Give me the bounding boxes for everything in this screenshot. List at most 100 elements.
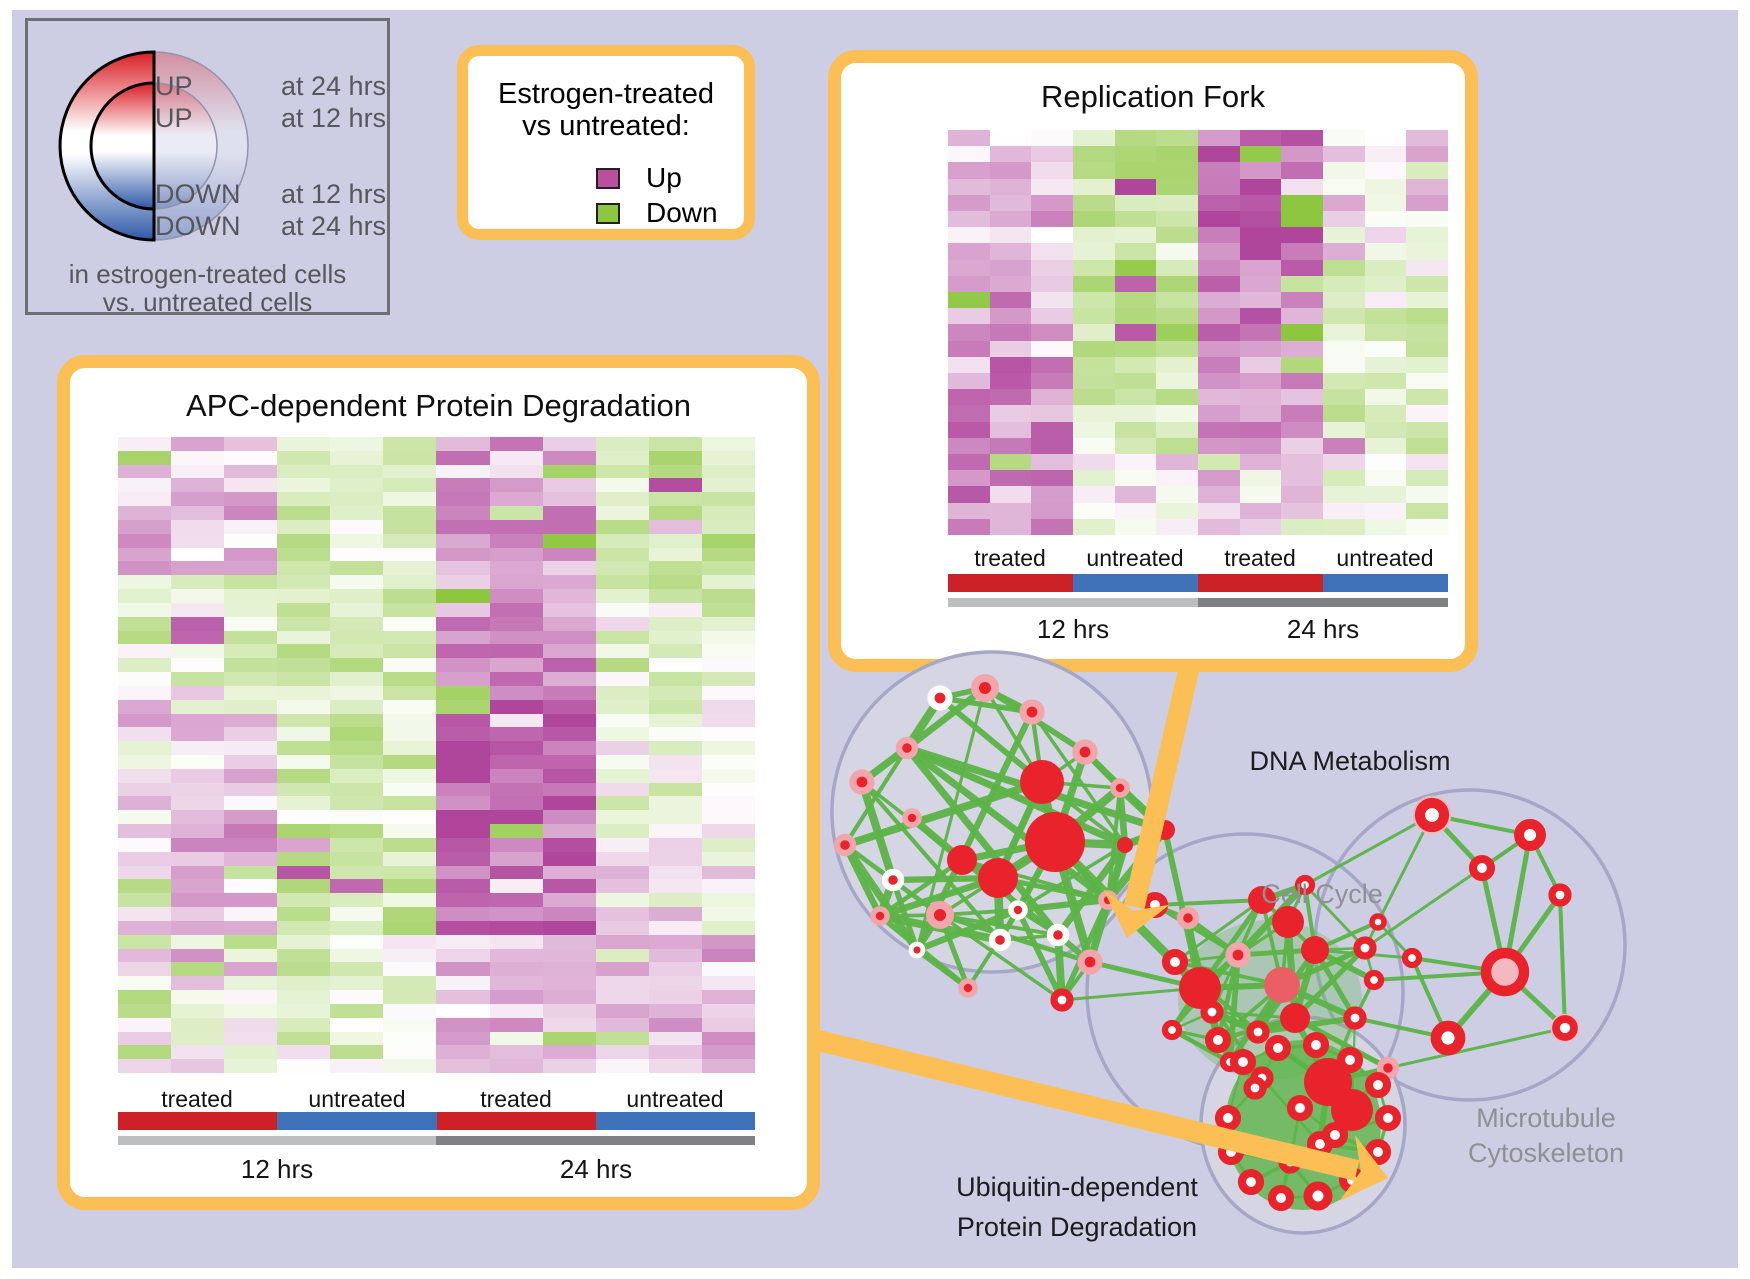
heatmap-cell [224,519,278,534]
heatmap-cell [1073,486,1115,503]
heatmap-cell [1406,518,1448,535]
heatmap-cell [1323,194,1365,211]
heatmap-cell [224,768,278,783]
heatmap-cell [171,962,225,977]
hrs24-bar [1198,598,1448,607]
heatmap-cell [118,1059,172,1073]
ring-legend-time: at 12 hrs [281,179,387,209]
heatmap-cell [1031,227,1073,244]
heatmap-cell [1364,454,1407,471]
heatmap-cell [330,976,384,991]
heatmap-cell [277,547,331,562]
heatmap-cell [118,1031,172,1046]
heatmap-cell [701,741,755,755]
heatmap-cell [1198,259,1240,276]
heatmap-cell [489,782,543,797]
heatmap-cell [383,672,437,686]
heatmap-cell [1073,340,1115,357]
heatmap-cell [277,865,331,880]
heatmap-cell [701,644,755,659]
heatmap-cell [595,962,649,977]
heatmap-cell [701,920,755,935]
network-node [1364,1071,1392,1099]
heatmap-cell [330,575,384,590]
heatmap-cell [1198,243,1240,260]
heatmap-cell [1198,227,1240,244]
ring-inner-right-half [153,82,218,210]
heatmap-cell [701,672,755,686]
heatmap-cell [1406,243,1448,260]
heatmap-cell [383,519,437,534]
heatmap-cell [1239,243,1282,260]
heatmap-cell [383,976,437,991]
heatmap-cell [1198,211,1240,228]
panel-apc-heatmap: APC-dependent Protein Degradation treate… [57,355,820,1210]
heatmap-cell [224,672,278,686]
heatmap-cell [648,713,702,728]
heatmap-cell [489,768,543,783]
heatmap-cell [436,699,490,714]
heatmap-cell [277,837,331,852]
heatmap-cell [542,865,596,880]
heatmap-cell [171,851,225,866]
heatmap-cell [330,561,384,576]
heatmap-cell [330,519,384,534]
heatmap-cell [542,644,596,659]
heatmap-cell [1114,275,1157,292]
heatmap-cell [330,810,384,825]
heatmap-cell [224,865,278,880]
network-node [1552,1015,1578,1041]
heatmap-cell [1031,324,1073,341]
network-node [947,845,977,875]
network-node [1025,812,1085,872]
heatmap-cell [989,454,1032,471]
heatmap-cell [1031,146,1073,163]
network-node [1303,1181,1333,1211]
heatmap-cell [1281,178,1323,195]
heatmap-cell [648,948,702,963]
heatmap-cell [701,879,755,894]
heatmap-cell [1281,470,1323,487]
heatmap-cell [383,547,437,562]
heatmap-cell [277,685,331,700]
heatmap-cell [1239,194,1282,211]
heatmap-cell [489,630,543,645]
heatmap-cell [701,976,755,991]
heatmap-cell [1073,389,1115,406]
heatmap-cell [648,685,702,700]
network-node [881,868,905,892]
network-node [1302,1031,1330,1059]
heatmap-cell [595,824,649,838]
network-node [958,978,978,998]
heatmap-cell [542,492,596,507]
heatmap-cell [1239,405,1282,422]
heatmap-cell [383,796,437,811]
heatmap-cell [1281,308,1323,325]
heatmap-cell [330,533,384,548]
heatmap-cell [1114,518,1157,535]
heatmap-cell [1281,373,1323,390]
heatmap-cell [1114,162,1157,179]
heatmap-cell [989,178,1032,195]
heatmap-cell [1323,389,1365,406]
heatmap-cell [436,658,490,673]
network-node [1294,874,1316,896]
heatmap-cell [118,575,172,590]
heatmap-cell [1156,518,1198,535]
heatmap-cell [595,893,649,908]
heatmap-cell [595,768,649,783]
heatmap-cell [1406,486,1448,503]
heatmap-cell [489,934,543,949]
heatmap-cell [701,990,755,1004]
heatmap-cell [1031,373,1073,390]
heatmap-cell [436,685,490,700]
heatmap-cell [989,373,1032,390]
heatmap-cell [948,275,990,292]
heatmap-cell [948,194,990,211]
heatmap-cell [648,658,702,673]
heatmap-cell [648,630,702,645]
heatmap-cell [1198,324,1240,341]
network-node [1548,883,1572,907]
network-edge [905,744,1127,849]
heatmap-cell [118,727,172,742]
